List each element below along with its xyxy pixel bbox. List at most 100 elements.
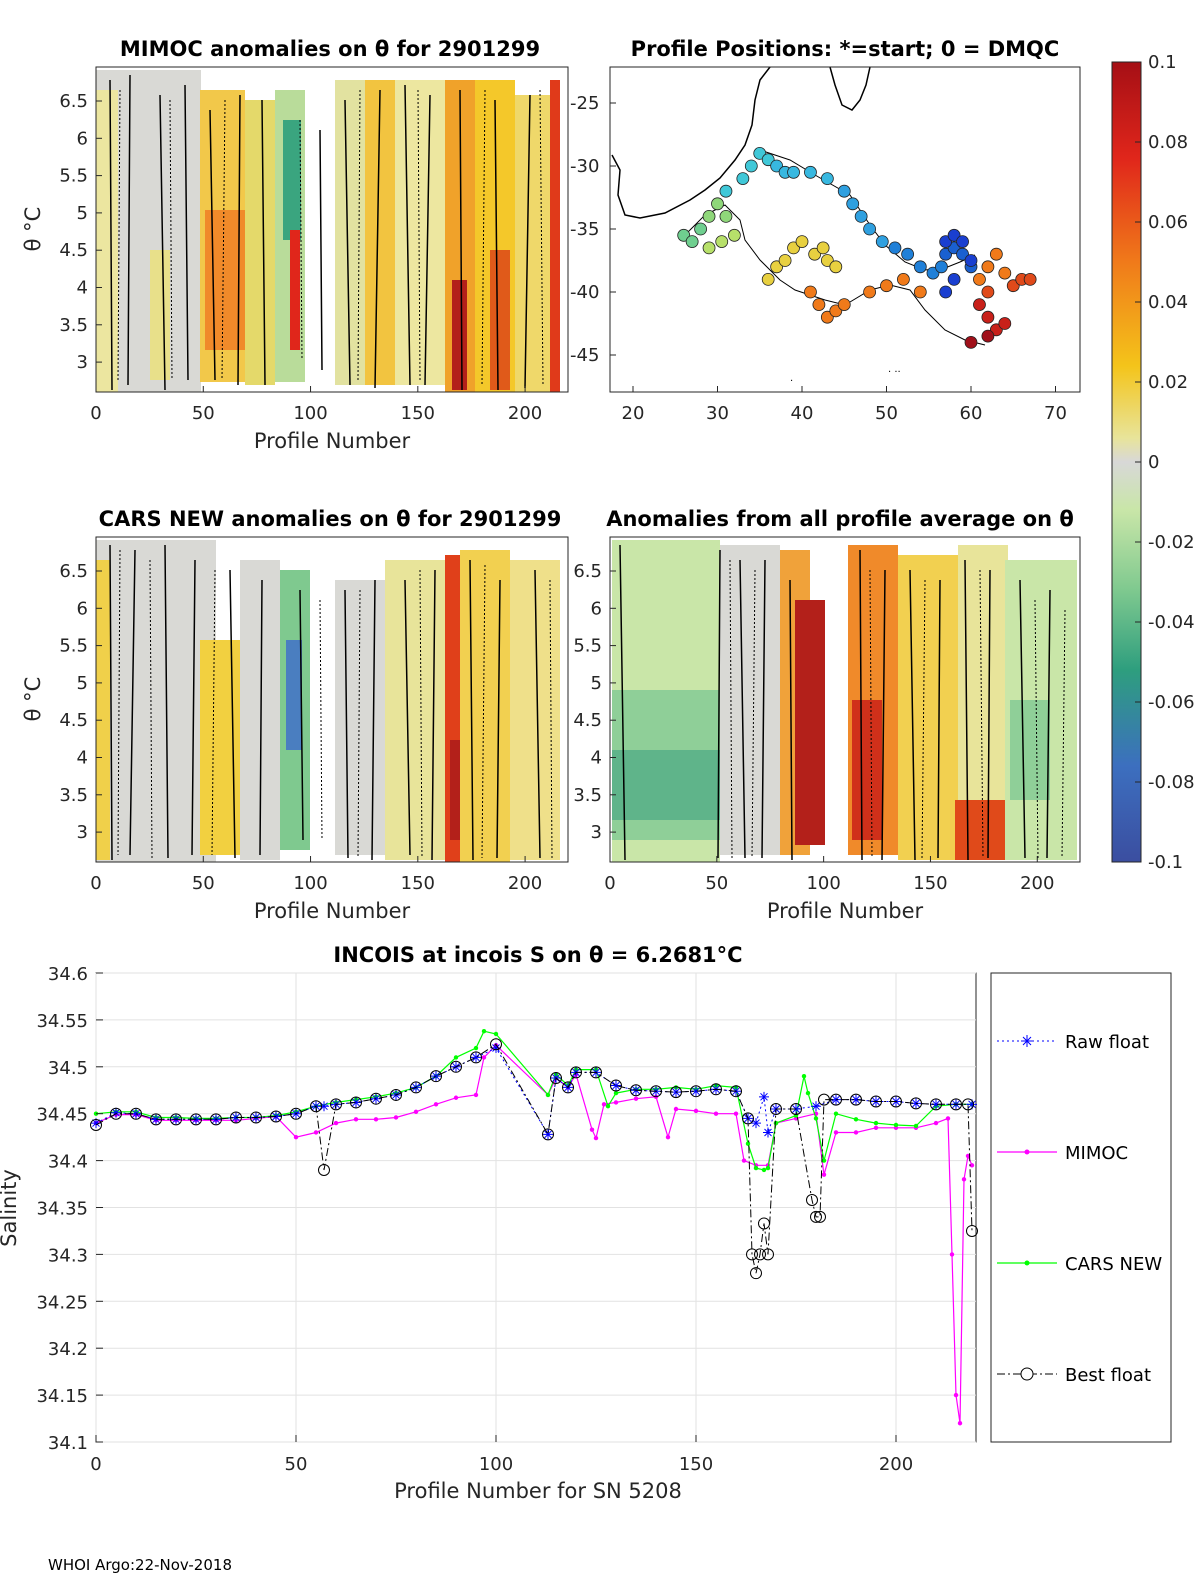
series-point [961, 1177, 967, 1182]
series-point [813, 1116, 819, 1121]
series-point [373, 1117, 379, 1122]
series-point [833, 1130, 839, 1135]
profile-position-marker [964, 254, 978, 267]
profile-position-marker [973, 272, 986, 286]
chart-ytick-label: 34.6 [48, 964, 88, 985]
legend-label: CARS NEW [1065, 1254, 1162, 1275]
series-point [830, 1093, 842, 1106]
xtick-label: 0 [90, 403, 101, 424]
series-point [831, 1094, 841, 1105]
profile-position-marker [863, 222, 876, 236]
series-point [910, 1097, 922, 1110]
series-point [611, 1080, 621, 1091]
profile-position-marker [981, 310, 995, 324]
ytick-label: 4.5 [573, 710, 602, 731]
chart-xlabel: Profile Number for SN 5208 [394, 1479, 682, 1503]
ytick-label: 4.5 [59, 710, 88, 731]
positions-title: Profile Positions: *=start; 0 = DMQC [631, 37, 1060, 61]
chart-ytick-label: 34.1 [48, 1433, 88, 1454]
series-point [950, 1098, 962, 1111]
xtick-label: 200 [1020, 873, 1054, 894]
series-point [293, 1134, 299, 1140]
profile-position-marker [973, 298, 986, 312]
colorbar-tick-label: 0 [1148, 452, 1159, 473]
ytick-label: 5 [77, 203, 88, 224]
ytick-label: 6 [77, 128, 88, 149]
series-point [491, 1043, 501, 1054]
series-point [750, 1267, 762, 1280]
profile-position-marker [778, 254, 792, 267]
series-point [393, 1115, 399, 1120]
profile-position-marker [981, 285, 995, 299]
series-point [741, 1158, 747, 1163]
positions-map: . . .. [610, 67, 1080, 392]
map-ytick-label: -35 [570, 219, 599, 240]
series-point [758, 1217, 770, 1230]
xtick-label: 150 [913, 873, 947, 894]
xtick-label: 50 [192, 873, 215, 894]
chart-xtick-label: 200 [879, 1454, 913, 1475]
chart-ytick-label: 34.2 [48, 1339, 88, 1360]
series-point [290, 1107, 302, 1120]
profile-position-marker [880, 279, 893, 293]
colorbar-tick-label: 0.08 [1148, 132, 1188, 153]
legend-marker [1021, 1035, 1033, 1047]
series-point [730, 1085, 742, 1098]
profile-position-marker [939, 285, 953, 299]
cars-ylabel: θ °C [21, 677, 45, 722]
series-point [833, 1111, 839, 1116]
cars-panel: CARS NEW anomalies on θ for 2901299 0 50 1… [21, 507, 569, 923]
xtick-label: 100 [806, 873, 840, 894]
series-point [231, 1112, 241, 1123]
mimoc-heatmap [96, 67, 568, 392]
series-point [853, 1117, 859, 1122]
series-point [473, 1092, 479, 1098]
series-point [945, 1116, 951, 1121]
profile-position-marker [947, 272, 961, 286]
series-point [111, 1107, 121, 1118]
series-point [450, 1060, 462, 1073]
series-point [413, 1109, 419, 1115]
series-point [151, 1114, 161, 1125]
series-point [613, 1100, 619, 1105]
series-point [210, 1113, 222, 1126]
series-point [545, 1092, 551, 1098]
ytick-label: 4 [77, 278, 88, 299]
series-point [410, 1081, 422, 1094]
series-point [370, 1092, 382, 1105]
colorbar-tick-label: 0.02 [1148, 372, 1188, 393]
series-point [673, 1106, 679, 1112]
avg-heatmap [610, 537, 1080, 862]
series-point [431, 1071, 441, 1082]
mimoc-panel: MIMOC anomalies on θ for 2901299 [21, 37, 569, 453]
ytick-label: 4 [591, 748, 602, 769]
coastline-madagascar [829, 67, 871, 111]
series-point [953, 1392, 959, 1398]
profile-position-marker [897, 272, 910, 286]
profile-position-marker [829, 260, 843, 274]
profile-position-marker [837, 298, 851, 312]
cars-xlabel: Profile Number [254, 899, 411, 923]
profile-position-marker [998, 266, 1012, 280]
series-point [810, 1210, 822, 1223]
profile-position-marker [854, 209, 868, 223]
ytick-label: 3 [591, 822, 602, 843]
series-point [762, 1248, 774, 1261]
series-line-best-float [95, 1043, 973, 1274]
ytick-label: 5 [591, 673, 602, 694]
profile-position-marker [812, 298, 826, 312]
ytick-label: 3.5 [59, 315, 88, 336]
colorbar-ticks: 0.1 0.08 0.06 0.04 0.02 0 -0.02 -0.04 -0.06 -0.08… [1135, 52, 1195, 873]
footer-text: WHOI Argo:22-Nov-2018 [48, 1556, 232, 1574]
series-point [633, 1096, 639, 1101]
ytick-label: 3 [77, 352, 88, 373]
xtick-label: 0 [604, 873, 615, 894]
ytick-label: 6.5 [573, 561, 602, 582]
series-point [473, 1045, 479, 1051]
map-xtick-label: 30 [706, 403, 729, 424]
series-point [670, 1086, 682, 1099]
chart-xtick-label: 0 [90, 1454, 101, 1475]
series-point [790, 1103, 802, 1116]
series-point [610, 1079, 622, 1092]
xtick-label: 200 [508, 873, 542, 894]
